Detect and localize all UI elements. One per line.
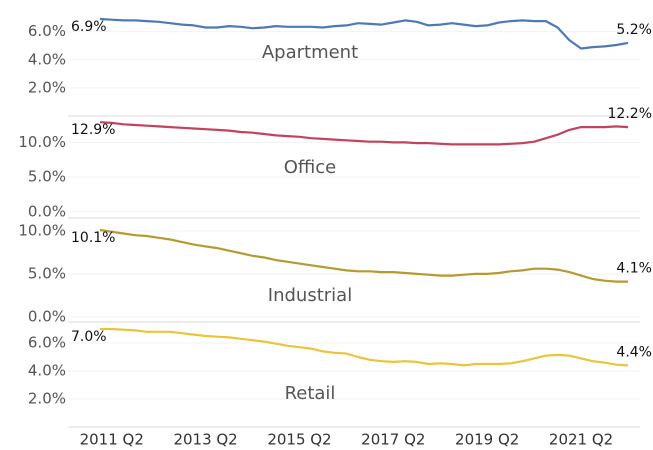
y-tick-label: 4.0% bbox=[28, 50, 66, 68]
y-tick-label: 5.0% bbox=[28, 264, 66, 282]
value-label: 12.2% bbox=[608, 106, 652, 122]
y-tick-label: 4.0% bbox=[28, 362, 66, 380]
value-label: 5.2% bbox=[616, 22, 652, 38]
x-tick-label: 2013 Q2 bbox=[173, 431, 237, 449]
x-tick-label: 2011 Q2 bbox=[80, 431, 144, 449]
y-tick-label: 0.0% bbox=[28, 307, 66, 325]
panel-label: Apartment bbox=[262, 42, 358, 63]
value-label: 4.1% bbox=[616, 261, 652, 277]
y-tick-label: 0.0% bbox=[28, 202, 66, 220]
x-tick-label: 2017 Q2 bbox=[361, 431, 425, 449]
y-tick-label: 2.0% bbox=[28, 78, 66, 96]
value-label: 10.1% bbox=[71, 230, 115, 246]
value-label: 4.4% bbox=[616, 344, 652, 360]
x-tick-label: 2021 Q2 bbox=[549, 431, 613, 449]
panel-label: Retail bbox=[285, 383, 336, 404]
series-line bbox=[99, 121, 629, 146]
value-label: 12.9% bbox=[71, 122, 115, 138]
x-tick-label: 2019 Q2 bbox=[455, 431, 519, 449]
series-line bbox=[100, 327, 629, 367]
y-tick-label: 5.0% bbox=[28, 168, 66, 186]
y-tick-label: 10.0% bbox=[18, 221, 66, 239]
panel-label: Office bbox=[284, 157, 337, 178]
x-tick-label: 2015 Q2 bbox=[267, 431, 331, 449]
series-line bbox=[99, 228, 628, 283]
y-tick-label: 6.0% bbox=[28, 22, 66, 40]
y-tick-label: 2.0% bbox=[28, 390, 66, 408]
panel-label: Industrial bbox=[268, 285, 352, 306]
series-line bbox=[99, 17, 629, 50]
value-label: 6.9% bbox=[71, 19, 107, 35]
y-tick-label: 10.0% bbox=[18, 133, 66, 151]
y-tick-label: 6.0% bbox=[28, 334, 66, 352]
value-label: 7.0% bbox=[71, 329, 107, 345]
